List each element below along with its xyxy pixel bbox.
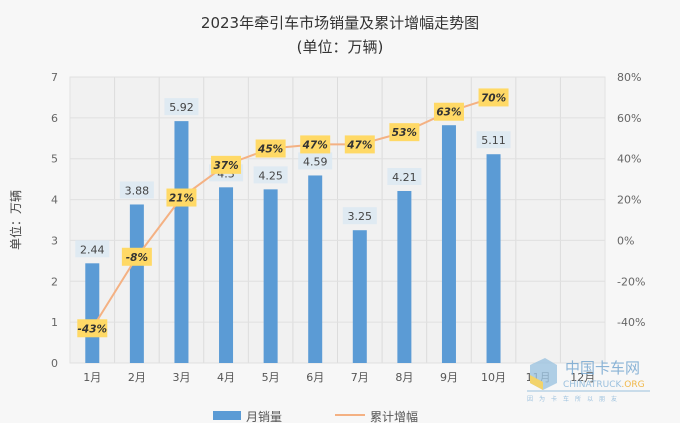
svg-text:中国卡车网: 中国卡车网 xyxy=(565,359,640,377)
y-tick-label: 6 xyxy=(51,112,58,125)
line-data-label: 47% xyxy=(302,139,328,151)
line-data-label: 63% xyxy=(436,107,461,119)
legend-swatch-bar xyxy=(213,411,241,420)
y2-tick-label: 40% xyxy=(617,153,641,166)
line-label-bg xyxy=(300,135,331,154)
y2-tick-label: 0% xyxy=(617,234,634,247)
y2-tick-label: -40% xyxy=(617,316,645,329)
line-series xyxy=(91,96,494,329)
line-data-label: 21% xyxy=(169,193,194,205)
data-label-bg xyxy=(476,131,511,149)
svg-text:CHINATRUCK.ORG: CHINATRUCK.ORG xyxy=(563,380,645,390)
legend-label-bar: 月销量 xyxy=(246,410,282,423)
y-tick-label: 5 xyxy=(51,153,58,166)
line-data-label: -8% xyxy=(126,252,148,264)
y-tick-label: 2 xyxy=(51,275,58,288)
data-label-bg xyxy=(342,207,377,225)
x-tick-label: 12月 xyxy=(570,371,595,384)
data-label-bg xyxy=(75,240,110,258)
x-tick-label: 6月 xyxy=(306,371,324,384)
bar xyxy=(219,187,234,363)
data-label-bg xyxy=(119,181,154,199)
x-tick-label: 9月 xyxy=(440,371,458,384)
line-data-label: 70% xyxy=(481,92,506,104)
bar-data-label: 4.25 xyxy=(258,169,283,182)
y2-tick-label: 80% xyxy=(617,71,641,84)
bar xyxy=(308,175,323,363)
line-label-bg xyxy=(433,102,464,121)
svg-text:因为卡车所以朋友: 因为卡车所以朋友 xyxy=(527,395,623,403)
line-label-bg xyxy=(211,155,242,174)
legend-label-line: 累计增幅 xyxy=(370,409,418,423)
line-label-bg xyxy=(166,188,197,207)
y-tick-label: 1 xyxy=(51,316,58,329)
line-label-bg xyxy=(344,135,375,154)
line-label-bg xyxy=(77,319,108,338)
bar-data-label: 2.44 xyxy=(80,243,105,256)
y-tick-label: 7 xyxy=(51,71,58,84)
data-label-bg xyxy=(298,152,333,170)
x-tick-label: 8月 xyxy=(395,371,413,384)
line-data-label: 37% xyxy=(213,160,238,172)
y-tick-label: 4 xyxy=(51,194,58,207)
bar xyxy=(263,189,278,363)
watermark-logo: 中国卡车网 CHINATRUCK.ORG 因为卡车所以朋友 xyxy=(525,355,675,405)
line-data-label: -43% xyxy=(78,323,108,335)
x-tick-label: 1月 xyxy=(83,371,101,384)
x-tick-label: 10月 xyxy=(481,371,506,384)
bar xyxy=(441,125,456,363)
y-tick-label: 0 xyxy=(51,357,58,370)
line-data-label: 45% xyxy=(257,144,283,156)
x-tick-label: 7月 xyxy=(351,371,369,384)
x-tick-label: 5月 xyxy=(262,371,280,384)
line-label-bg xyxy=(255,139,286,158)
bar-data-label: 5.11 xyxy=(481,134,506,147)
bar xyxy=(486,154,501,363)
line-label-bg xyxy=(121,247,152,266)
bar xyxy=(129,204,144,363)
bar-data-label: 4.21 xyxy=(392,171,417,184)
y2-tick-label: -20% xyxy=(617,275,645,288)
bar-data-label: 3.88 xyxy=(125,184,150,197)
bar xyxy=(174,121,189,363)
chart-title: 2023年牵引车市场销量及累计增幅走势图 xyxy=(200,14,480,32)
data-label-bg xyxy=(253,166,288,184)
y-axis-label: 单位：万辆 xyxy=(8,190,23,250)
x-tick-label: 2月 xyxy=(128,371,146,384)
bar-data-label: 3.25 xyxy=(348,210,373,223)
data-label-bg xyxy=(164,98,199,116)
bar xyxy=(85,263,100,363)
line-data-label: 47% xyxy=(346,139,372,151)
y-tick-label: 3 xyxy=(51,234,58,247)
line-label-bg xyxy=(389,123,420,142)
bar-data-label: 5.92 xyxy=(169,101,194,114)
x-tick-label: 4月 xyxy=(217,371,235,384)
y2-tick-label: 20% xyxy=(617,194,641,207)
line-data-label: 53% xyxy=(392,127,417,139)
bar xyxy=(352,230,367,363)
line-label-bg xyxy=(478,88,509,107)
x-tick-label: 3月 xyxy=(172,371,190,384)
bar-data-label: 4.59 xyxy=(303,155,328,168)
y2-tick-label: 60% xyxy=(617,112,641,125)
data-label-bg xyxy=(387,167,422,185)
bar xyxy=(397,190,412,363)
chart-subtitle: (单位：万辆) xyxy=(296,38,384,56)
